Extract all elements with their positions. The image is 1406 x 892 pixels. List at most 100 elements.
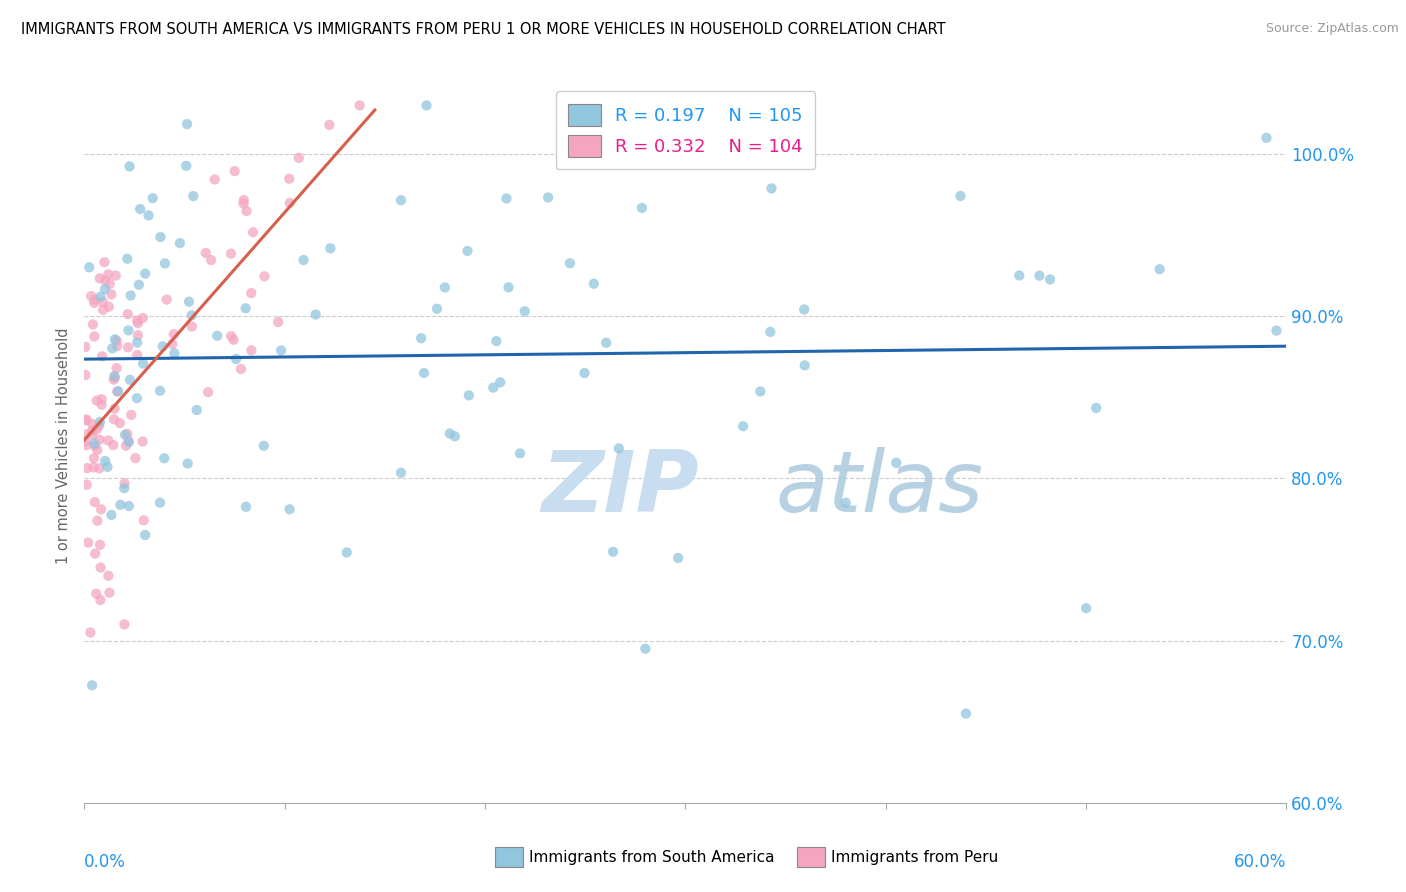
Point [76,477,98,491]
Point [232,193,254,207]
Point [1085,401,1108,415]
Point [86,514,108,528]
Point [128,277,150,292]
Point [1039,272,1062,286]
Point [267,315,290,329]
Point [89,418,111,433]
Point [235,500,257,514]
Point [152,339,174,353]
Point [120,408,142,422]
Point [1256,131,1278,145]
Point [83,451,105,466]
Point [495,191,517,205]
Point [118,499,141,513]
Point [278,502,301,516]
Point [75,412,97,426]
Point [93,255,115,269]
Point [177,294,200,309]
Point [336,545,359,559]
Point [482,381,505,395]
Point [229,362,252,376]
Point [174,159,197,173]
Point [1028,268,1050,283]
Point [97,268,120,282]
Point [607,442,630,456]
Point [149,230,172,244]
Point [169,236,191,251]
Point [112,481,135,495]
Point [132,513,155,527]
Point [82,678,104,692]
Point [75,427,97,442]
Point [76,461,98,475]
Point [89,538,111,552]
Point [537,190,560,204]
Point [115,439,138,453]
Point [98,277,121,291]
Point [1149,262,1171,277]
Point [96,459,118,474]
Point [457,388,479,402]
Point [83,495,105,509]
Point [117,307,139,321]
Point [240,286,263,301]
Point [176,117,198,131]
Point [91,302,114,317]
Point [79,260,101,275]
Point [162,337,184,351]
Point [240,343,263,358]
Point [94,273,117,287]
Point [89,461,111,475]
Point [79,625,101,640]
Point [83,437,105,451]
Point [666,551,689,566]
Point [114,427,136,442]
Point [574,366,596,380]
Point [278,195,301,210]
Point [100,508,122,522]
Point [197,385,219,400]
Point [114,476,136,491]
Point [485,334,508,348]
Point [105,339,128,353]
Point [318,118,340,132]
Point [77,535,100,549]
Point [89,415,111,429]
Point [89,289,111,303]
Point [219,246,242,260]
Point [793,302,815,317]
Text: atlas: atlas [776,447,984,531]
Point [134,528,156,542]
Point [180,309,202,323]
Point [127,348,149,362]
Point [149,496,172,510]
Point [292,253,315,268]
Point [582,277,605,291]
Point [253,269,276,284]
Point [288,151,311,165]
Point [1008,268,1031,283]
Point [389,466,412,480]
Point [86,393,108,408]
Point [235,204,257,219]
Point [94,454,117,468]
Text: ZIP: ZIP [541,447,699,531]
Point [1076,601,1098,615]
Point [100,287,122,301]
Point [409,331,432,345]
Point [835,496,858,510]
Point [80,289,103,303]
Point [180,319,202,334]
Point [103,373,125,387]
Point [884,456,907,470]
Text: Source: ZipAtlas.com: Source: ZipAtlas.com [1265,22,1399,36]
Point [82,318,104,332]
Point [183,189,205,203]
Point [253,439,276,453]
Point [232,196,254,211]
Point [235,301,257,316]
Point [513,304,536,318]
Point [793,359,815,373]
Point [103,438,125,452]
Point [107,384,129,398]
